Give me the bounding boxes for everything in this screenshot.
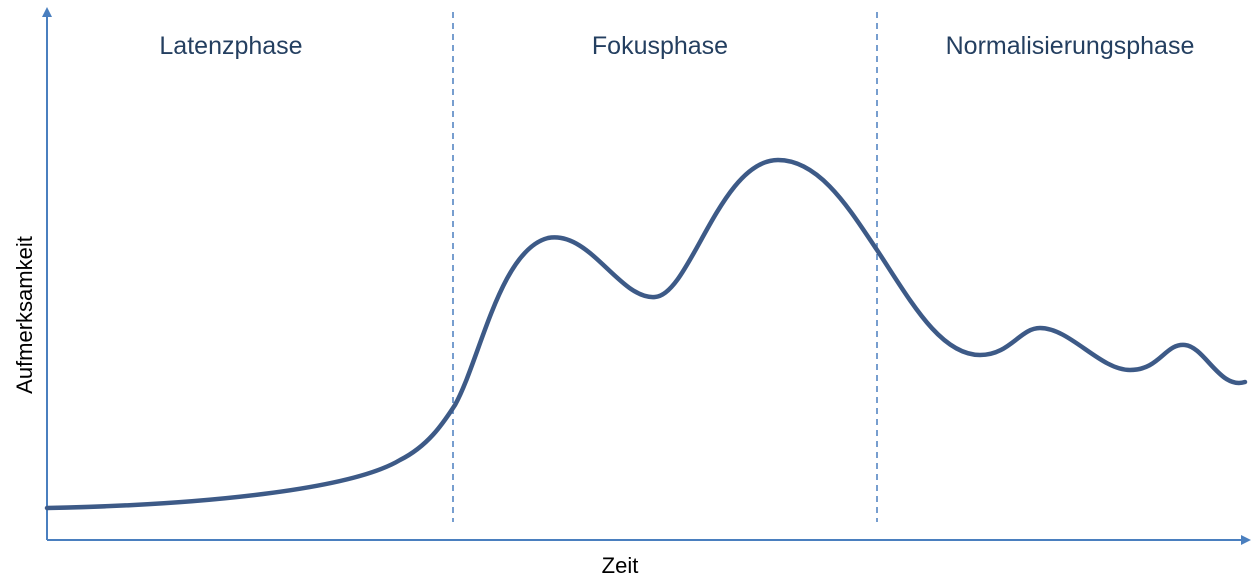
attention-curve (44, 157, 1248, 511)
phase-label: Fokusphase (592, 32, 728, 60)
phase-label: Normalisierungsphase (946, 32, 1195, 60)
x-axis-label: Zeit (602, 553, 639, 577)
phase-label: Latenzphase (159, 32, 302, 60)
y-axis-label: Aufmerksamkeit (12, 236, 37, 394)
